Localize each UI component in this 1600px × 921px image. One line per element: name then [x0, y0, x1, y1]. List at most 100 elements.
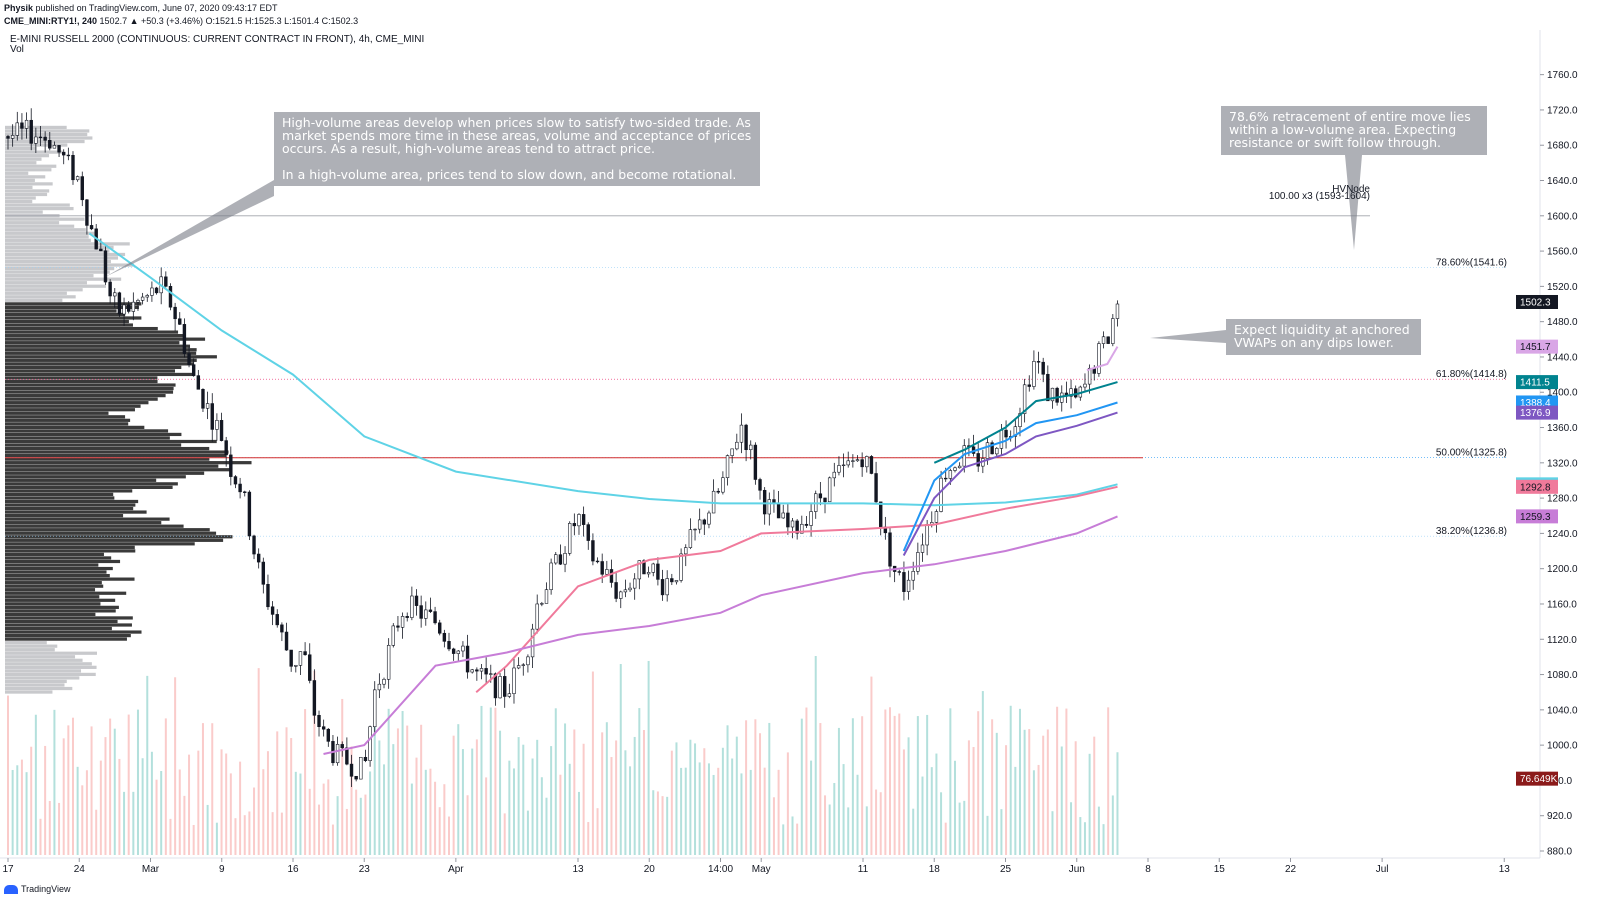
- price-tick-label: 1600.0: [1547, 211, 1578, 222]
- tradingview-logo[interactable]: TradingView: [4, 884, 71, 894]
- time-tick-label: 25: [1000, 864, 1012, 875]
- vwap-line[interactable]: [323, 515, 1118, 755]
- volume-profile-row: [5, 672, 96, 677]
- volume-bar: [30, 746, 33, 855]
- candle-body: [38, 136, 43, 139]
- candle-body: [888, 532, 892, 567]
- price-axis[interactable]: 1760.0 1720.0 1680.0 1640.0 1600.0 1560.0 1520…: [1540, 70, 1578, 858]
- volume-profile-row: [5, 404, 141, 408]
- volume-profile-row: [5, 464, 219, 468]
- volume-profile-row: [5, 168, 52, 172]
- candle-body: [512, 667, 516, 694]
- candle-body: [428, 609, 433, 612]
- volume-bar: [466, 795, 469, 855]
- volume-bar: [1102, 824, 1105, 855]
- candle-body: [725, 455, 730, 478]
- vwap-line[interactable]: [902, 411, 1118, 556]
- volume-bar: [132, 791, 135, 855]
- vwap-liquidity-note[interactable]: Expect liquidity at anchored VWAPs on an…: [1226, 319, 1421, 355]
- high-volume-note[interactable]: High-volume areas develop when prices sl…: [274, 112, 760, 186]
- volume-bar: [76, 766, 79, 855]
- volume-profile-row: [5, 231, 98, 235]
- volume-profile-row: [5, 478, 157, 482]
- volume-bar: [810, 760, 813, 855]
- volume-bar: [174, 677, 177, 855]
- candle-body: [832, 471, 836, 479]
- vwap-line[interactable]: [1086, 346, 1119, 372]
- volume-bar: [842, 764, 845, 855]
- volume-bar: [944, 822, 947, 855]
- volume-profile-row: [5, 436, 170, 440]
- candle-body: [530, 628, 535, 658]
- volume-study-label[interactable]: Vol: [10, 44, 24, 55]
- volume-profile-row: [5, 337, 206, 341]
- candle-body: [461, 645, 465, 652]
- time-tick-label: 15: [1214, 864, 1226, 875]
- candle-body: [99, 248, 103, 252]
- candle-body: [280, 624, 284, 633]
- vwap-lines: [88, 232, 1119, 755]
- volume-bar: [1005, 745, 1008, 855]
- volume-bar: [689, 739, 692, 855]
- candle-body: [419, 605, 423, 619]
- price-badge: [1516, 339, 1558, 354]
- volume-bar: [856, 774, 859, 855]
- vwap-line[interactable]: [475, 485, 1118, 693]
- volume-profile-row: [5, 468, 230, 472]
- volume-bar: [870, 676, 873, 855]
- time-tick-label: 20: [644, 864, 656, 875]
- volume-profile-row: [5, 489, 133, 493]
- candle-body: [869, 456, 874, 474]
- volume-profile-row: [5, 415, 126, 419]
- volume-profile-row: [5, 132, 88, 137]
- volume-profile-row: [5, 309, 117, 313]
- volume-bar: [740, 773, 743, 855]
- time-axis[interactable]: 17 24 Mar 9 16 23 Apr 13 20 14:00 May 11 18 25 Jun 8 15 2…: [2, 858, 1510, 875]
- vwap-line[interactable]: [88, 232, 1118, 507]
- vwap-line[interactable]: [902, 401, 1118, 552]
- candle-body: [976, 453, 980, 467]
- fib-retracement-note[interactable]: 78.6% retracement of entire move lies wi…: [1221, 106, 1487, 155]
- volume-profile-row: [5, 270, 110, 274]
- volume-profile-row: [5, 528, 210, 532]
- time-tick-label: 9: [219, 864, 225, 875]
- candle-body: [131, 301, 136, 312]
- volume-bar: [280, 812, 283, 855]
- candle-body: [1050, 387, 1055, 402]
- volume-bar: [243, 815, 246, 855]
- volume-bar: [271, 812, 274, 855]
- volume-bar: [1023, 729, 1026, 855]
- volume-profile-row: [5, 418, 131, 422]
- volume-profile-row: [5, 408, 135, 412]
- volume-profile-row: [5, 355, 217, 359]
- volume-profile-row: [5, 235, 89, 239]
- candle-body: [294, 665, 298, 667]
- chart-legend-title[interactable]: E-MINI RUSSELL 2000 (CONTINUOUS: CURRENT…: [10, 34, 424, 45]
- candle-body: [749, 444, 753, 451]
- volume-profile-row: [5, 394, 166, 398]
- symbol-name[interactable]: CME_MINI:RTY1!, 240: [4, 16, 98, 26]
- volume-bar: [1032, 770, 1035, 855]
- candle-body: [122, 304, 126, 315]
- volume-profile-row: [5, 573, 110, 578]
- candle-body: [71, 155, 75, 181]
- candle-body: [1036, 361, 1041, 363]
- volume-profile-row: [5, 577, 135, 581]
- publisher-name[interactable]: Physik: [4, 3, 34, 13]
- volume-profile-row: [5, 397, 158, 401]
- volume-bar: [429, 768, 432, 855]
- vwap-line[interactable]: [933, 381, 1118, 464]
- price-badge-label: 1292.8: [1520, 482, 1551, 493]
- price-tick-label: 880.0: [1547, 847, 1572, 858]
- volume-bar: [912, 808, 915, 855]
- candle-body: [187, 353, 191, 365]
- volume-profile-row: [5, 591, 127, 595]
- volume-bar: [136, 709, 139, 855]
- fib-level-label: 78.60%(1541.6): [1436, 257, 1507, 268]
- volume-bar: [754, 719, 757, 855]
- volume-profile-row: [5, 376, 158, 380]
- candle-body: [205, 403, 210, 409]
- high-volume-note-text-2: In a high-volume area, prices tend to sl…: [282, 167, 737, 182]
- volume-profile-row: [5, 252, 126, 257]
